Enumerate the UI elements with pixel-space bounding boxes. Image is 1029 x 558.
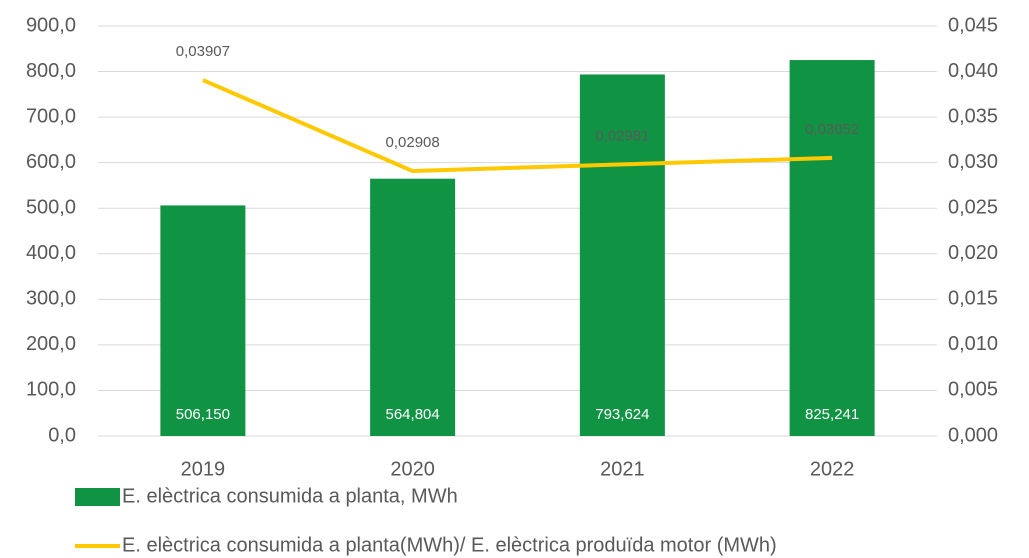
y2-tick-label: 0,005 <box>948 379 998 401</box>
y2-tick-label: 0,025 <box>948 197 998 219</box>
y2-tick-label: 0,010 <box>948 333 998 355</box>
x-tick-label: 2020 <box>390 458 435 480</box>
y-tick-label: 100,0 <box>26 379 76 401</box>
value-label: 793,624 <box>595 406 649 423</box>
y-tick-label: 0,0 <box>48 424 76 446</box>
value-label: 0,02981 <box>595 127 649 144</box>
y2-tick-label: 0,020 <box>948 242 998 264</box>
x-tick-label: 2019 <box>181 458 226 480</box>
value-label: 0,03052 <box>805 121 859 138</box>
y-tick-label: 200,0 <box>26 333 76 355</box>
x-tick-label: 2021 <box>600 458 645 480</box>
bar <box>370 178 456 437</box>
value-label: 506,150 <box>176 406 230 423</box>
y2-tick-label: 0,035 <box>948 105 998 127</box>
bar <box>789 60 875 436</box>
value-label: 825,241 <box>805 406 859 423</box>
y2-tick-label: 0,040 <box>948 60 998 82</box>
y-tick-label: 400,0 <box>26 242 76 264</box>
bar <box>160 205 246 436</box>
value-label: 564,804 <box>386 406 440 423</box>
y-tick-label: 700,0 <box>26 105 76 127</box>
y2-tick-label: 0,015 <box>948 288 998 310</box>
y2-tick-label: 0,030 <box>948 151 998 173</box>
value-label: 0,03907 <box>176 43 230 60</box>
y2-tick-label: 0,045 <box>948 14 998 36</box>
value-label: 0,02908 <box>386 134 440 151</box>
y2-tick-label: 0,000 <box>948 424 998 446</box>
line <box>202 78 833 174</box>
y-tick-label: 300,0 <box>26 288 76 310</box>
y-tick-label: 500,0 <box>26 197 76 219</box>
legend-swatch <box>75 488 120 506</box>
x-tick-label: 2022 <box>810 458 855 480</box>
legend-label: E. elèctrica consumida a planta, MWh <box>122 485 458 507</box>
y-tick-label: 800,0 <box>26 60 76 82</box>
y-tick-label: 900,0 <box>26 14 76 36</box>
bar <box>579 74 665 436</box>
legend-label: E. elèctrica consumida a planta(MWh)/ E.… <box>122 534 777 556</box>
y-tick-label: 600,0 <box>26 151 76 173</box>
